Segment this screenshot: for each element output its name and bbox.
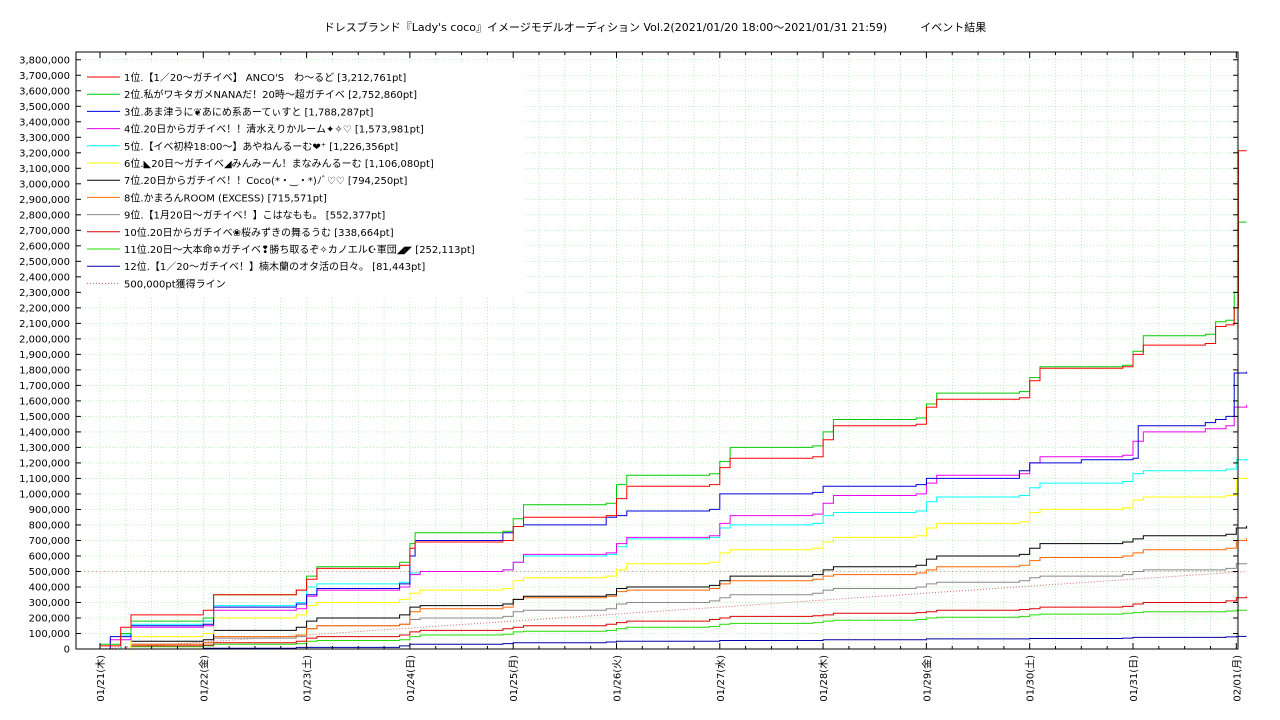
series-line-10 — [100, 596, 1248, 650]
legend-label-4: 4位.20日からガチイベ！！清水えりかルーム✦✧♡ [1,573,981pt] — [124, 123, 424, 136]
x-tick-label: 01/23(土) — [301, 655, 314, 702]
x-tick-label: 01/29(金) — [920, 655, 933, 702]
x-tick-label: 01/25(月) — [508, 655, 520, 702]
legend-label-11: 11位.20日〜大本命✡ガチイベ❢勝ち取るぞ✧カノエル☪軍団◢◤ [252,11… — [124, 243, 475, 256]
y-tick-label: 1,000,000 — [19, 489, 70, 500]
y-tick-label: 300,000 — [29, 598, 70, 609]
series-layer — [76, 150, 1248, 650]
y-tick-label: 2,700,000 — [19, 226, 70, 237]
x-tick-label: 01/30(土) — [1024, 655, 1037, 702]
series-line-2 — [100, 221, 1247, 645]
y-tick-label: 2,500,000 — [19, 257, 70, 268]
y-tick-label: 1,200,000 — [19, 458, 70, 469]
legend-label-9: 9位.【1月20日〜ガチイベ！】こはなもも。 [552,377pt] — [124, 209, 385, 222]
legend-label-8: 8位.かまろんROOM (EXCESS) [715,571pt] — [124, 191, 327, 204]
legend-label-1: 1位.【1／20〜ガチイベ】 ANCO'S わ〜るど [3,212,761pt] — [124, 71, 406, 84]
plot-frame — [75, 51, 1239, 650]
legend-label-7: 7位.20日からガチイベ！！Coco(*・‿・*)ﾉﾞ♡♡ [794,250pt… — [124, 174, 407, 187]
y-tick-label: 2,900,000 — [19, 195, 70, 206]
legend-label-6: 6位.◣20日〜ガチイベ◢みんみーん！まなみんるーむ [1,106,080pt] — [124, 157, 434, 170]
legend-label-3: 3位.あま津うに❦あにめ系あーてぃすと [1,788,287pt] — [124, 105, 374, 118]
y-tick-label: 0 — [64, 645, 70, 656]
y-tick-label: 100,000 — [29, 629, 70, 640]
y-axis: 0 100,000 200,000 300,000 400,000 500,000 600,… — [19, 55, 1238, 656]
y-tick-label: 3,000,000 — [19, 179, 70, 190]
y-tick-label: 1,800,000 — [19, 365, 70, 376]
y-tick-label: 2,100,000 — [19, 319, 70, 330]
x-tick-label: 01/22(金) — [197, 655, 210, 702]
legend-label-13: 500,000pt獲得ライン — [124, 277, 226, 290]
x-tick-label: 01/28(木) — [818, 655, 830, 702]
x-tick-label: 01/27(水) — [715, 655, 727, 702]
legend: 1位.【1／20〜ガチイベ】 ANCO'S わ〜るど [3,212,761pt]… — [80, 62, 525, 296]
legend-label-5: 5位.【イベ初枠18:00〜】あやねんるーむ❤︎⁺ [1,226,356pt] — [124, 140, 398, 153]
x-tick-label: 01/26(火) — [612, 655, 624, 702]
y-tick-label: 3,200,000 — [19, 148, 70, 159]
series-line-12 — [100, 635, 1247, 650]
y-tick-label: 1,100,000 — [19, 474, 70, 485]
y-tick-label: 1,900,000 — [19, 350, 70, 361]
y-tick-label: 1,600,000 — [19, 396, 70, 407]
series-line-8 — [100, 538, 1248, 650]
legend-label-2: 2位.私がワキタガメNANAだ！20時〜超ガチイベ [2,752,860pt] — [124, 88, 417, 101]
series-line-1 — [100, 150, 1247, 647]
y-tick-label: 1,300,000 — [19, 443, 70, 454]
x-tick-label: 01/24(日) — [406, 655, 417, 702]
y-tick-label: 700,000 — [29, 536, 70, 547]
y-tick-label: 3,700,000 — [19, 71, 70, 82]
x-tick-label: 01/31(日) — [1129, 655, 1140, 702]
series-line-3 — [100, 371, 1248, 650]
y-tick-label: 800,000 — [29, 520, 70, 531]
y-tick-label: 900,000 — [29, 505, 70, 516]
y-tick-label: 3,800,000 — [19, 55, 70, 66]
y-tick-label: 400,000 — [29, 582, 70, 593]
y-tick-label: 2,000,000 — [19, 334, 70, 345]
chart-title: ドレスブランド『Lady's coco』イメージモデルオーディション Vol.2… — [323, 21, 987, 34]
series-line-6 — [100, 477, 1248, 650]
legend-label-10: 10位.20日からガチイベ❀桜みずきの舞るうむ [338,664pt] — [124, 226, 394, 239]
y-tick-label: 1,700,000 — [19, 381, 70, 392]
x-tick-label: 01/21(木) — [95, 655, 107, 702]
y-tick-label: 3,300,000 — [19, 133, 70, 144]
legend-box — [80, 62, 525, 296]
y-tick-label: 1,400,000 — [19, 427, 70, 438]
y-tick-label: 3,600,000 — [19, 86, 70, 97]
y-tick-label: 500,000 — [29, 567, 70, 578]
y-tick-label: 2,600,000 — [19, 241, 70, 252]
y-tick-label: 2,800,000 — [19, 210, 70, 221]
y-tick-label: 2,200,000 — [19, 303, 70, 314]
x-axis: 01/21(木) 01/22(金) 01/23(土) 01/24(日) 01/25(月)… — [95, 52, 1243, 702]
y-tick-label: 1,500,000 — [19, 412, 70, 423]
legend-label-12: 12位.【1／20〜ガチイベ！】楠木蘭のオタ活の日々。 [81,443pt] — [124, 260, 425, 273]
y-tick-label: 3,500,000 — [19, 102, 70, 113]
y-tick-label: 3,100,000 — [19, 164, 70, 175]
y-tick-label: 3,400,000 — [19, 117, 70, 128]
series-line-7 — [100, 525, 1248, 650]
y-tick-label: 600,000 — [29, 551, 70, 562]
x-tick-label: 02/01(月) — [1231, 655, 1243, 702]
series-line-11 — [100, 609, 1248, 650]
y-tick-label: 200,000 — [29, 613, 70, 624]
y-tick-label: 2,400,000 — [19, 272, 70, 283]
reference-line-500000 — [99, 570, 1247, 650]
y-tick-label: 2,300,000 — [19, 288, 70, 299]
